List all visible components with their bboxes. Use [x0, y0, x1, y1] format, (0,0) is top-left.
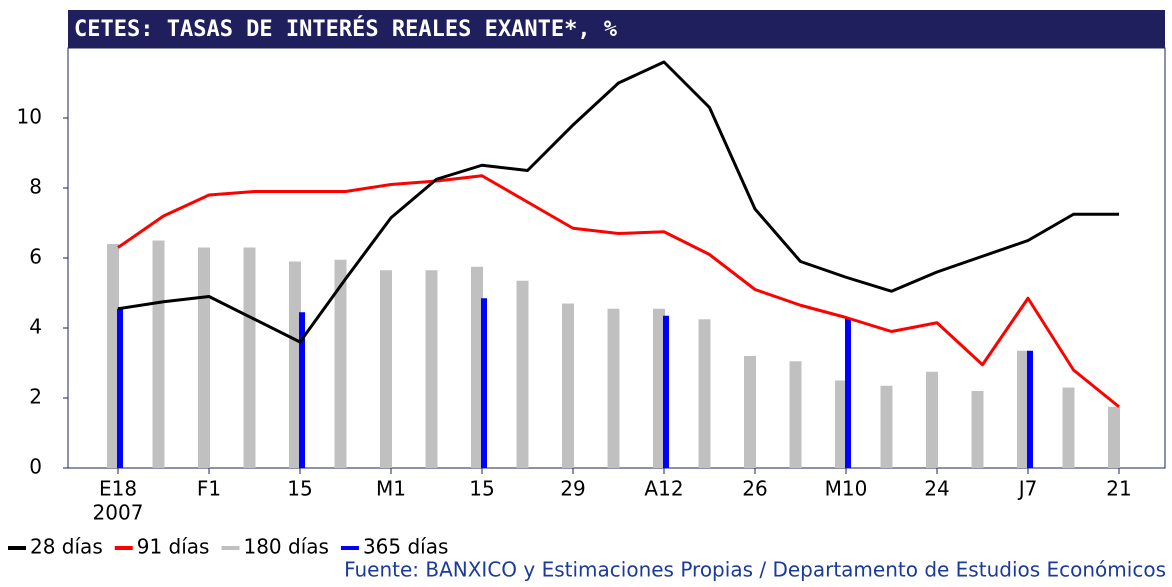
bar [971, 391, 984, 468]
legend-label: 91 días [137, 535, 210, 559]
bar [198, 247, 210, 468]
bar [1108, 406, 1120, 468]
bar [289, 261, 301, 468]
bar [607, 308, 620, 468]
x-tick-label: J7 [1017, 477, 1038, 501]
year-label: 2007 [93, 501, 144, 525]
bar [653, 308, 665, 468]
x-tick-label: 15 [469, 477, 494, 501]
bar [516, 280, 529, 468]
y-tick-label: 2 [29, 385, 42, 409]
bar [663, 315, 669, 468]
source: Fuente: BANXICO y Estimaciones Propias /… [344, 558, 1166, 582]
bar [471, 266, 483, 468]
y-tick-label: 4 [29, 315, 42, 339]
bar [380, 270, 392, 468]
line [117, 174, 1120, 408]
legend-label: 28 días [30, 535, 103, 559]
y-tick-label: 10 [17, 105, 42, 129]
x-tick-label: A12 [644, 477, 683, 501]
bar [481, 298, 487, 468]
bar [117, 308, 123, 468]
x-tick-label: 26 [742, 477, 767, 501]
x-tick-label: 24 [924, 477, 949, 501]
x-tick-label: 29 [560, 477, 585, 501]
bar [845, 317, 851, 468]
bar [1062, 387, 1075, 468]
y-tick-label: 6 [29, 245, 42, 269]
line [117, 60, 1119, 344]
bar [926, 371, 938, 468]
title-bar [68, 10, 1165, 48]
bar [107, 244, 119, 468]
bar [835, 380, 847, 468]
x-tick-label: 15 [287, 477, 312, 501]
bar [299, 312, 305, 468]
x-tick-label: F1 [197, 477, 221, 501]
x-tick-label: 21 [1106, 477, 1131, 501]
legend-label: 180 días [243, 535, 328, 559]
bar [698, 319, 711, 468]
x-tick-label: M10 [825, 477, 868, 501]
bar [562, 303, 574, 468]
chart-title: CETES: TASAS DE INTERÉS REALES EXANTE*, … [74, 16, 618, 42]
y-tick-label: 8 [29, 175, 42, 199]
bar [789, 361, 802, 468]
bar [880, 385, 893, 468]
x-tick-label: M1 [376, 477, 406, 501]
bar [243, 247, 256, 468]
bar [334, 259, 347, 468]
bar [425, 270, 438, 468]
x-tick-label: E18 [99, 477, 137, 501]
bar [1027, 350, 1033, 468]
y-tick-label: 0 [29, 455, 42, 479]
bar [744, 356, 756, 468]
legend-label: 365 días [363, 535, 448, 559]
bar [152, 240, 165, 468]
bar [1017, 350, 1029, 468]
